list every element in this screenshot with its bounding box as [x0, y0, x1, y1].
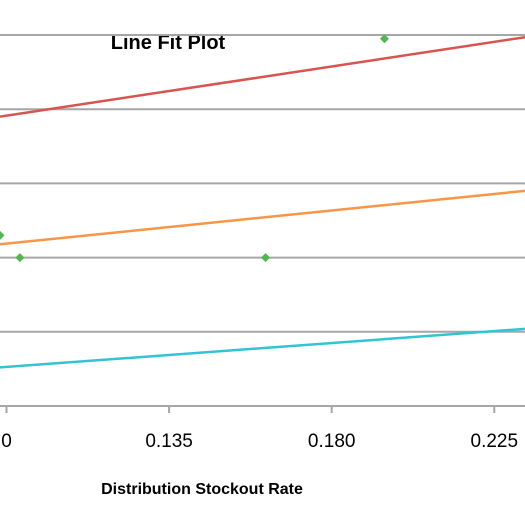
data-point-2: [261, 253, 271, 263]
gridlines: [0, 34, 525, 333]
data-point-0: [0, 230, 5, 240]
fit-line-0: [0, 35, 525, 118]
x-axis-label: Distribution Stockout Rate: [101, 481, 303, 498]
x-axis: [0, 405, 525, 413]
chart-title: Line Fit Plot: [111, 32, 226, 54]
x-tick-labels: 0 0.135 0.180 0.225: [1, 431, 518, 452]
data-point-3: [379, 34, 389, 44]
x-tick-label-1: 0.135: [145, 431, 193, 452]
fit-lines: [0, 35, 525, 369]
x-tick-label-0: 0: [1, 431, 12, 452]
data-points: [0, 34, 389, 263]
x-tick-label-3: 0.225: [471, 431, 519, 452]
fit-line-2: [0, 327, 525, 369]
x-tick-label-2: 0.180: [308, 431, 356, 452]
data-point-1: [15, 253, 25, 263]
fit-line-1: [0, 189, 525, 246]
